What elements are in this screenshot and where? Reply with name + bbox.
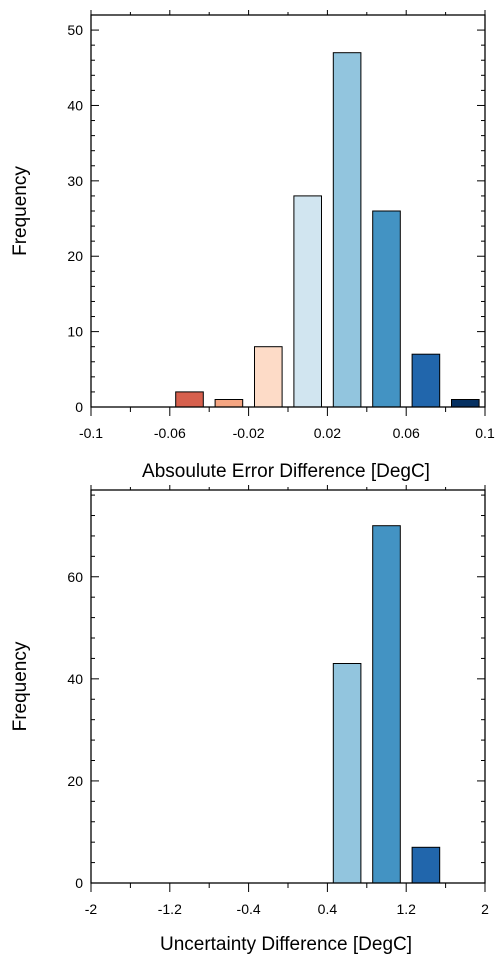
plot-frame — [90, 14, 486, 408]
bar-0-5 — [293, 195, 322, 408]
x-tick-label: -0.1 — [79, 425, 103, 441]
x-tick-label: -1.2 — [158, 901, 182, 917]
panel-absolute-error: 0 10 20 30 40 50 -0.1 -0.06 -0.02 0.02 0.06 0.1 Abso… — [10, 10, 495, 482]
x-tick-label: 0.06 — [393, 425, 420, 441]
y-tick-label: 40 — [67, 97, 83, 113]
y-axis-title: Frequency — [10, 166, 31, 256]
bar-0-6 — [332, 52, 362, 408]
bar-1-8 — [411, 846, 441, 884]
y-tick-label: 20 — [67, 773, 83, 789]
x-tick-label: -0.4 — [237, 901, 261, 917]
panel-uncertainty: 0 20 40 60 -2 -1.2 -0.4 0.4 1.2 2 Uncertainty Diff… — [10, 485, 489, 955]
y-tick-label: 20 — [67, 248, 83, 264]
x-tick-label: -2 — [85, 901, 98, 917]
x-tick-label: 0.4 — [318, 901, 338, 917]
y-axis-title: Frequency — [10, 641, 31, 731]
bar-0-9 — [451, 399, 480, 408]
x-tick-label: 0.02 — [314, 425, 341, 441]
y-tick-label: 60 — [67, 569, 83, 585]
plot-frame — [90, 489, 486, 884]
x-tick-label: -0.02 — [233, 425, 265, 441]
x-axis-title: Uncertainty Difference [DegC] — [160, 934, 412, 955]
y-tick-label: 10 — [67, 324, 83, 340]
x-tick-label: 0.1 — [475, 425, 495, 441]
y-tick-label: 0 — [75, 875, 83, 891]
bar-1-7 — [372, 525, 401, 884]
y-tick-label: 0 — [75, 399, 83, 415]
x-tick-label: -0.06 — [154, 425, 186, 441]
bar-1-6 — [332, 663, 362, 884]
y-tick-label: 50 — [67, 22, 83, 38]
x-axis-title: Absoulute Error Difference [DegC] — [142, 461, 430, 482]
y-tick-label: 30 — [67, 173, 83, 189]
bar-0-4 — [254, 346, 283, 408]
x-tick-label: 1.2 — [396, 901, 416, 917]
bar-0-2 — [175, 391, 204, 408]
y-tick-label: 40 — [67, 671, 83, 687]
x-tick-label: 2 — [481, 901, 489, 917]
bar-0-3 — [214, 399, 244, 408]
bar-0-8 — [411, 353, 441, 408]
bar-0-7 — [372, 210, 401, 408]
